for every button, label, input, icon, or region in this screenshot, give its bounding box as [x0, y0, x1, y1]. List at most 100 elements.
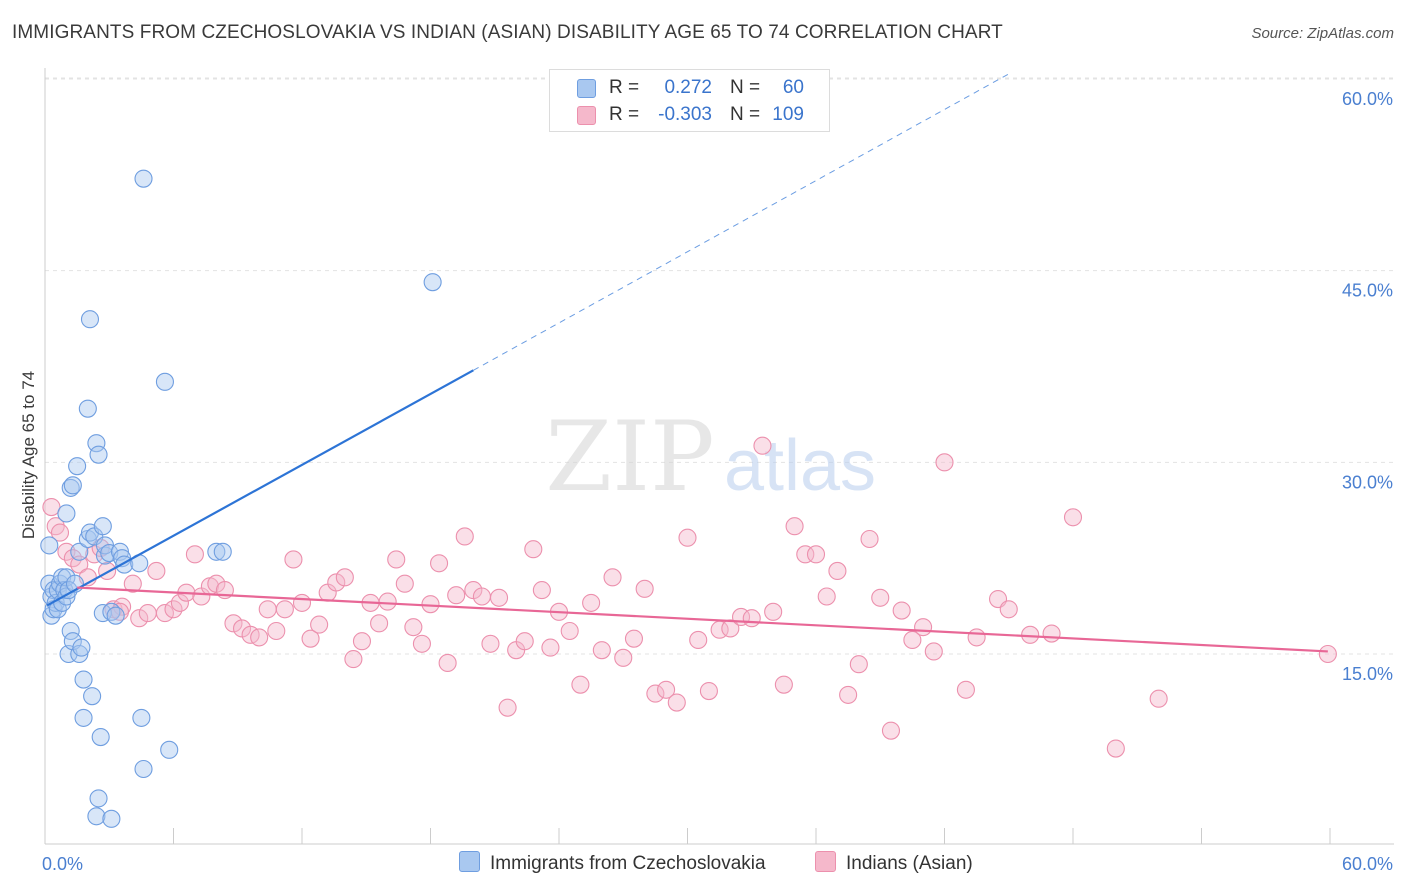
data-point-indians	[164, 600, 183, 619]
legend-n-value: 109	[772, 104, 804, 125]
data-point-czech	[74, 708, 93, 727]
data-point-indians	[185, 545, 204, 564]
data-point-czech	[74, 670, 93, 689]
bottom-legend-indians: Indians (Asian)	[815, 851, 973, 875]
y-tick-label: 60.0%	[1342, 89, 1393, 109]
data-point-indians	[1149, 689, 1168, 708]
data-point-indians	[532, 581, 551, 600]
bottom-legend-czech: Immigrants from Czechoslovakia	[459, 851, 766, 875]
watermark-zip: ZIP	[545, 401, 714, 513]
data-point-indians	[774, 675, 793, 694]
trend-line-indians	[77, 586, 1328, 653]
data-point-indians	[924, 642, 943, 661]
y-tick-label: 45.0%	[1342, 281, 1393, 301]
data-point-indians	[438, 653, 457, 672]
data-point-indians	[524, 540, 543, 559]
legend: R = 0.272 N = 60 R = -0.303 N = 109	[549, 69, 830, 132]
data-point-indians	[614, 648, 633, 667]
data-point-indians	[275, 600, 294, 619]
data-point-czech	[423, 273, 442, 292]
data-point-czech	[87, 807, 106, 826]
data-point-czech	[80, 310, 100, 329]
watermark: ZIP atlas	[545, 401, 876, 513]
data-point-czech	[57, 504, 76, 523]
data-point-indians	[57, 542, 76, 561]
data-point-indians	[667, 693, 686, 712]
data-point-indians	[472, 587, 491, 606]
data-point-indians	[147, 561, 166, 580]
data-point-indians	[999, 600, 1018, 619]
data-point-indians	[753, 436, 772, 455]
source-label: Source: ZipAtlas.com	[1251, 25, 1394, 42]
data-point-indians	[395, 574, 414, 593]
data-point-czech	[63, 476, 82, 495]
data-point-indians	[903, 630, 922, 649]
data-point-czech	[134, 169, 153, 188]
data-point-czech	[40, 536, 59, 555]
data-point-indians	[796, 545, 815, 564]
data-point-indians	[571, 675, 590, 694]
data-point-czech	[68, 457, 87, 476]
data-point-indians	[742, 609, 761, 628]
y-tick-label: 15.0%	[1342, 664, 1393, 684]
data-point-indians	[860, 529, 879, 549]
data-point-indians	[481, 634, 500, 653]
legend-swatch-pink	[577, 106, 596, 125]
trend-lines	[46, 73, 1328, 653]
data-point-indians	[412, 634, 431, 653]
legend-n-label: N =	[730, 77, 761, 98]
data-point-czech	[106, 606, 125, 625]
data-point-indians	[250, 628, 269, 647]
data-point-indians	[839, 685, 858, 704]
data-point-indians	[515, 632, 534, 651]
data-point-indians	[370, 614, 389, 633]
legend-row-czech: R = 0.272 N = 60	[550, 75, 829, 101]
gridlines	[45, 77, 1394, 655]
data-point-indians	[849, 655, 868, 674]
data-point-indians	[678, 528, 697, 547]
data-point-indians	[155, 604, 174, 623]
legend-r-label: R =	[609, 104, 640, 125]
data-point-czech	[160, 740, 179, 759]
data-point-indians	[70, 555, 89, 574]
bottom-legend-swatch-pink	[815, 851, 836, 872]
data-point-indians	[327, 573, 346, 592]
data-point-indians	[1106, 739, 1125, 758]
data-point-indians	[42, 498, 61, 517]
data-point-czech	[89, 789, 108, 808]
data-point-czech	[207, 542, 226, 561]
data-point-czech	[72, 638, 91, 657]
data-point-indians	[344, 650, 363, 669]
data-point-indians	[881, 721, 901, 740]
data-point-indians	[967, 628, 986, 647]
data-point-indians	[1063, 508, 1083, 527]
data-point-indians	[489, 588, 509, 607]
trend-line-czech	[46, 369, 474, 607]
data-point-indians	[592, 641, 611, 660]
data-point-czech	[132, 708, 151, 727]
data-point-czech	[78, 399, 97, 418]
data-point-indians	[785, 517, 804, 536]
data-point-indians	[50, 523, 70, 542]
data-point-indians	[689, 630, 708, 649]
data-point-indians	[258, 600, 277, 619]
data-point-indians	[421, 595, 440, 614]
y-tick-label: 30.0%	[1342, 472, 1393, 492]
chart-title: IMMIGRANTS FROM CZECHOSLOVAKIA VS INDIAN…	[12, 22, 1003, 43]
data-point-indians	[828, 561, 847, 580]
data-point-indians	[310, 615, 329, 634]
data-point-indians	[130, 609, 149, 628]
data-point-indians	[935, 453, 954, 472]
data-point-indians	[582, 593, 601, 612]
data-point-indians	[301, 629, 320, 648]
data-point-indians	[624, 629, 644, 648]
data-point-indians	[63, 549, 82, 568]
data-point-indians	[447, 586, 466, 605]
data-point-czech	[89, 445, 108, 464]
data-point-indians	[635, 579, 654, 598]
legend-r-value: -0.303	[658, 104, 712, 125]
bottom-legend: Immigrants from Czechoslovakia Indians (…	[0, 851, 1406, 879]
data-point-czech	[61, 478, 80, 497]
trend-line-czech-extension	[473, 73, 1009, 371]
data-point-indians	[267, 621, 286, 641]
